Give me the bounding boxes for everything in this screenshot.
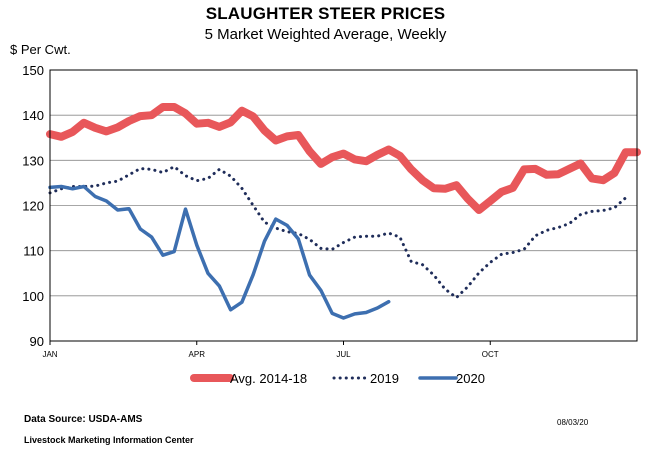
legend-label: 2019 — [370, 371, 399, 386]
series-lines — [46, 103, 641, 320]
y-tick-label: 90 — [30, 334, 44, 349]
data-source: Data Source: USDA-AMS — [24, 414, 143, 425]
x-axis-ticks: JAN APR JUL OCT — [42, 341, 499, 359]
y-tick-label: 120 — [22, 199, 44, 214]
series-line-2019 — [48, 165, 628, 300]
plot-frame — [49, 69, 638, 342]
chart-date: 08/03/20 — [557, 418, 589, 427]
y-axis-label: $ Per Cwt. — [10, 42, 71, 57]
legend-label: 2020 — [456, 371, 485, 386]
gridlines — [50, 69, 637, 342]
y-tick-label: 100 — [22, 289, 44, 304]
y-tick-label: 140 — [22, 108, 44, 123]
legend-label: Avg. 2014-18 — [230, 371, 307, 386]
x-tick-label: OCT — [482, 350, 499, 359]
y-tick-label: 130 — [22, 153, 44, 168]
organization-credit: Livestock Marketing Information Center — [24, 435, 194, 445]
line-chart: 90 100 110 120 130 140 150 JAN APR JUL OCT Avg. 2… — [22, 63, 641, 386]
legend: Avg. 2014-18 2019 2020 — [190, 371, 485, 386]
chart-title: SLAUGHTER STEER PRICES — [205, 4, 446, 23]
y-tick-label: 110 — [23, 244, 44, 259]
chart-subtitle: 5 Market Weighted Average, Weekly — [204, 26, 447, 43]
series-line-2020 — [48, 184, 391, 320]
x-tick-label: JAN — [42, 350, 57, 359]
y-axis-ticks: 90 100 110 120 130 140 150 — [22, 63, 44, 349]
series-line-avg-2014-18 — [46, 103, 641, 214]
y-tick-label: 150 — [22, 63, 44, 78]
x-tick-label: JUL — [336, 350, 351, 359]
x-tick-label: APR — [189, 350, 206, 359]
